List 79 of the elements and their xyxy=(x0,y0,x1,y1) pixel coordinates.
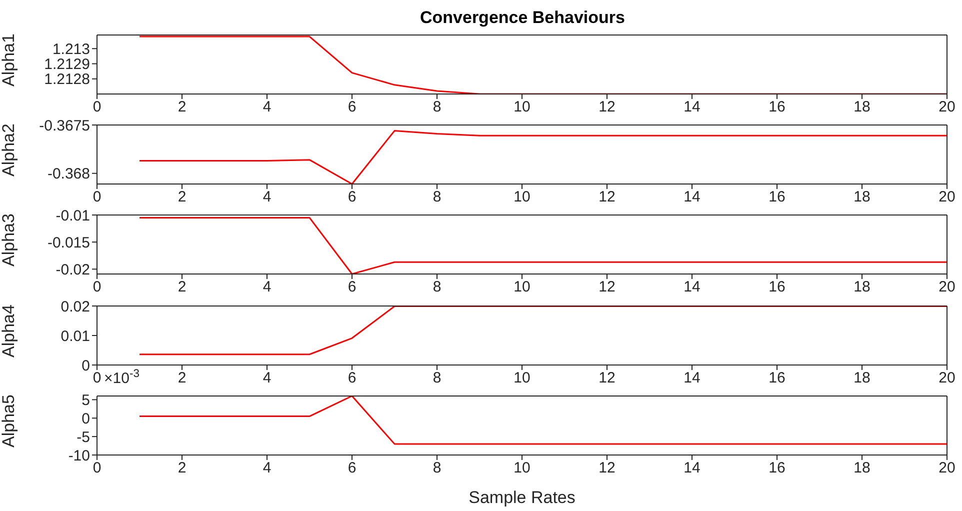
x-tick-label: 4 xyxy=(262,98,272,116)
y-tick-label: -0.3675 xyxy=(39,117,90,134)
x-tick-label: 6 xyxy=(348,370,356,387)
x-tick-label: 18 xyxy=(854,460,870,477)
y-tick-label: -0.015 xyxy=(47,234,90,252)
x-tick-label: 0 xyxy=(92,278,102,296)
x-tick-label: 10 xyxy=(514,188,530,206)
x-tick-label: 0 xyxy=(92,98,102,116)
x-tick-label: 20 xyxy=(938,370,956,387)
x-tick-label: 20 xyxy=(938,460,956,477)
x-tick-label: 12 xyxy=(598,370,616,387)
x-tick-label: 4 xyxy=(262,370,272,387)
x-tick-label: 18 xyxy=(854,278,870,296)
y-axis-title: Alpha3 xyxy=(0,214,18,266)
x-tick-label: 2 xyxy=(178,98,186,116)
y-tick-label: 5 xyxy=(82,392,90,410)
chart-title: Convergence Behaviours xyxy=(418,8,626,28)
x-tick-label: 20 xyxy=(938,98,956,116)
x-tick-label: 10 xyxy=(514,278,530,296)
y-tick-label: 0.01 xyxy=(60,328,90,345)
x-tick-label: 12 xyxy=(598,460,616,477)
x-tick-label: 16 xyxy=(768,98,786,116)
y-axis-title: Alpha2 xyxy=(0,124,18,176)
x-tick-label: 10 xyxy=(514,370,530,387)
x-tick-label: 0 xyxy=(92,370,102,387)
y-tick-label: -10 xyxy=(68,447,90,464)
x-tick-label: 20 xyxy=(938,188,956,206)
y-axis-title: Alpha5 xyxy=(0,394,18,448)
y-tick-label: -0.368 xyxy=(47,166,90,183)
x-tick-label: 2 xyxy=(178,278,186,296)
y-tick-label: 0 xyxy=(82,410,90,428)
x-axis-title: Sample Rates xyxy=(468,488,576,507)
y-tick-label: -0.02 xyxy=(56,261,90,278)
x-tick-label: 6 xyxy=(348,278,356,296)
x-tick-label: 14 xyxy=(684,460,700,477)
x-tick-label: 10 xyxy=(514,98,530,116)
x-tick-label: 14 xyxy=(684,370,700,387)
x-tick-label: 12 xyxy=(598,188,616,206)
y-tick-label: 0.02 xyxy=(60,298,90,316)
x-tick-label: 8 xyxy=(432,278,442,296)
x-tick-label: 0 xyxy=(92,188,102,206)
x-tick-label: 14 xyxy=(684,188,700,206)
x-tick-label: 4 xyxy=(262,188,272,206)
y-tick-label: -5 xyxy=(76,428,90,446)
x-tick-label: 4 xyxy=(262,278,272,296)
x-tick-label: 8 xyxy=(432,370,442,387)
x-tick-label: 6 xyxy=(348,98,356,116)
x-tick-label: 10 xyxy=(514,460,530,477)
y-tick-label: 0 xyxy=(82,357,90,374)
x-tick-label: 16 xyxy=(768,460,786,477)
x-tick-label: 12 xyxy=(598,98,616,116)
y-tick-label: 1.213 xyxy=(52,40,90,58)
x-tick-label: 14 xyxy=(684,98,700,116)
y-tick-label: 1.2128 xyxy=(44,71,90,88)
x-tick-label: 6 xyxy=(348,188,356,206)
x-tick-label: 0 xyxy=(92,460,102,477)
x-tick-label: 12 xyxy=(598,278,616,296)
text: ×10$^{-3}$ xyxy=(104,368,140,387)
y-axis-title: Alpha1 xyxy=(0,34,18,86)
x-tick-label: 8 xyxy=(432,98,442,116)
x-tick-label: 16 xyxy=(768,370,786,387)
x-tick-label: 2 xyxy=(178,188,186,206)
y-tick-label: 1.2129 xyxy=(44,56,90,74)
x-tick-label: 16 xyxy=(768,188,786,206)
x-tick-label: 4 xyxy=(262,460,272,477)
x-tick-label: 20 xyxy=(938,278,956,296)
x-tick-label: 2 xyxy=(178,460,186,477)
x-tick-label: 18 xyxy=(854,98,870,116)
x-tick-label: 18 xyxy=(854,370,870,387)
line-series xyxy=(138,130,947,184)
x-tick-label: 2 xyxy=(178,370,186,387)
x-tick-label: 8 xyxy=(432,460,442,477)
x-tick-label: 18 xyxy=(854,188,870,206)
x-tick-label: 6 xyxy=(348,460,356,477)
x-tick-label: 14 xyxy=(684,278,700,296)
y-axis-title: Alpha4 xyxy=(0,304,18,358)
x-tick-label: 8 xyxy=(432,188,442,206)
y-tick-label: -0.01 xyxy=(56,207,90,224)
x-tick-label: 16 xyxy=(768,278,786,296)
